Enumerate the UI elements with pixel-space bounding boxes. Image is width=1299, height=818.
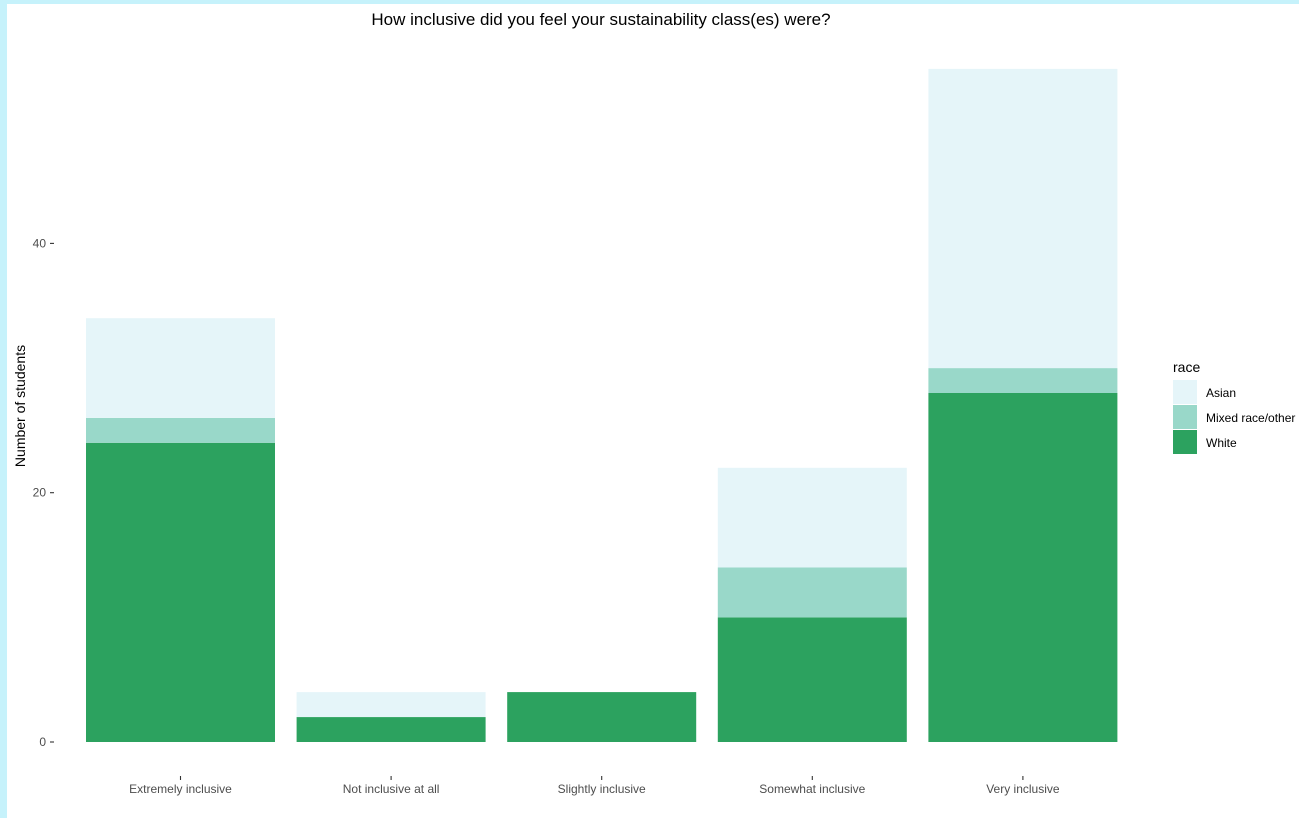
x-tick-label: Extremely inclusive	[129, 782, 232, 796]
legend-label-mixed-race-other: Mixed race/other	[1206, 411, 1295, 425]
bar-extremely-inclusive-mixed-race-other	[86, 417, 275, 443]
bar-not-inclusive-at-all-white	[296, 717, 486, 742]
bars-layer	[86, 68, 1118, 742]
bar-very-inclusive-white	[928, 393, 1118, 742]
x-axis: Extremely inclusive Not inclusive at all S…	[129, 776, 1060, 796]
y-axis-title: Number of students	[12, 345, 28, 467]
legend-swatch-asian	[1173, 380, 1197, 404]
legend-label-asian: Asian	[1206, 386, 1236, 400]
x-tick-label: Slightly inclusive	[558, 782, 646, 796]
legend-title: race	[1173, 359, 1200, 375]
bar-not-inclusive-at-all-asian	[296, 692, 486, 717]
y-tick-label: 20	[33, 486, 47, 500]
bar-somewhat-inclusive-mixed-race-other	[717, 567, 907, 618]
chart-title: How inclusive did you feel your sustaina…	[371, 10, 830, 29]
bar-somewhat-inclusive-white	[717, 617, 907, 742]
y-axis: 0 20 40	[33, 236, 54, 749]
y-tick-label: 40	[33, 236, 47, 250]
legend-label-white: White	[1206, 436, 1237, 450]
legend-swatch-mixed-race-other	[1173, 405, 1197, 429]
y-tick-label: 0	[39, 735, 46, 749]
x-tick-label: Very inclusive	[986, 782, 1060, 796]
bar-extremely-inclusive-asian	[86, 318, 275, 418]
x-tick-label: Not inclusive at all	[343, 782, 440, 796]
legend: race Asian Mixed race/other White	[1173, 359, 1295, 454]
bar-very-inclusive-asian	[928, 68, 1118, 369]
legend-swatch-white	[1173, 430, 1197, 454]
bar-somewhat-inclusive-asian	[717, 467, 907, 568]
bar-slightly-inclusive-white	[507, 692, 697, 742]
bar-very-inclusive-mixed-race-other	[928, 368, 1118, 393]
bar-extremely-inclusive-white	[86, 442, 275, 742]
x-tick-label: Somewhat inclusive	[759, 782, 865, 796]
